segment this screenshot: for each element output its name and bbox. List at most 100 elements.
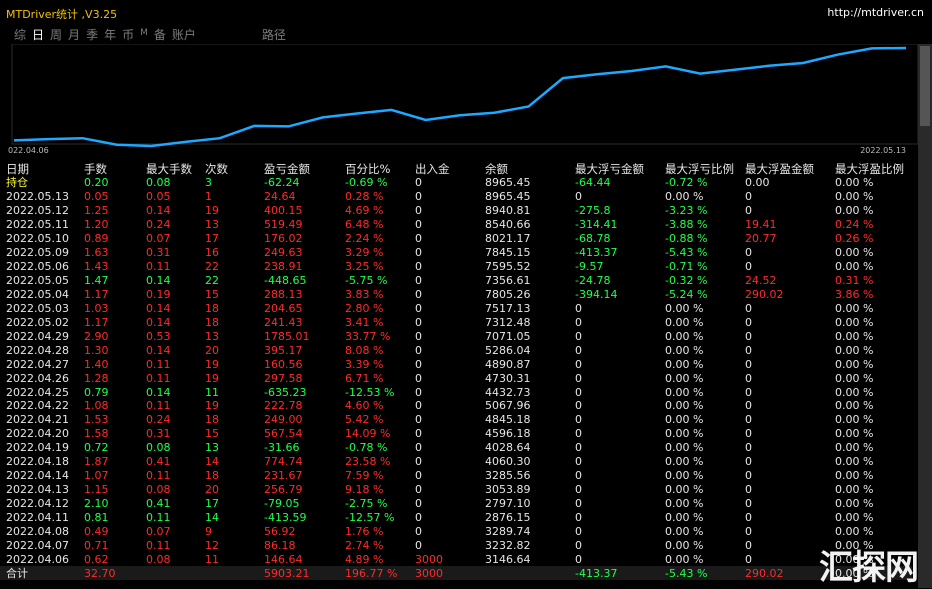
table-cell: 2022.04.08 [6, 524, 69, 538]
table-row[interactable]: 2022.05.03 1.03 0.14 18 204.65 2.80 % 0 7517.13… [0, 301, 912, 315]
table-row[interactable]: 2022.04.26 1.28 0.11 19 297.58 6.71 % 0 4730.31… [0, 371, 912, 385]
table-row[interactable]: 2022.05.13 0.05 0.05 1 24.64 0.28 % 0 8965.45 0 0… [0, 190, 912, 204]
app-url-link[interactable]: http://mtdriver.cn [827, 6, 924, 19]
table-cell: 0 [575, 524, 582, 538]
table-cell: -0.32 % [665, 274, 708, 288]
column-header[interactable]: 百分比% [345, 162, 391, 176]
table-cell: 33.77 % [345, 329, 391, 343]
table-cell: 1.03 [84, 301, 109, 315]
table-row[interactable]: 2022.04.28 1.30 0.14 20 395.17 8.08 % 0 5286.04… [0, 343, 912, 357]
table-cell: 0.72 [84, 441, 109, 455]
table-row[interactable]: 2022.04.20 1.58 0.31 15 567.54 14.09 % 0 4596.1… [0, 427, 912, 441]
table-cell: 5286.04 [485, 343, 531, 357]
table-cell: 0 [745, 510, 752, 524]
table-cell: 2.10 [84, 497, 109, 511]
table-row[interactable]: 2022.04.12 2.10 0.41 17 -79.05 -2.75 % 0 2797.1… [0, 497, 912, 511]
column-header[interactable]: 最大手数 [146, 162, 192, 176]
tab-1[interactable]: 日 [32, 28, 45, 42]
table-row[interactable]: 2022.04.08 0.49 0.07 9 56.92 1.76 % 0 3289.74 0 0… [0, 524, 912, 538]
table-row[interactable]: 2022.04.13 1.15 0.08 20 256.79 9.18 % 0 3053.89… [0, 483, 912, 497]
vertical-scrollbar[interactable] [918, 44, 932, 588]
table-row[interactable]: 2022.05.10 0.89 0.07 17 176.02 2.24 % 0 8021.17… [0, 232, 912, 246]
table-cell: 8540.66 [485, 218, 531, 232]
table-cell: -0.78 % [345, 441, 388, 455]
table-row[interactable]: 2022.05.04 1.17 0.19 15 288.13 3.83 % 0 7805.26… [0, 288, 912, 302]
tab-10[interactable]: 路径 [261, 28, 286, 42]
table-cell: 0 [415, 287, 422, 301]
table-cell: 2022.04.06 [6, 552, 69, 566]
column-header[interactable]: 最大浮盈比例 [835, 162, 904, 176]
column-header[interactable]: 最大浮亏比例 [665, 162, 734, 176]
table-cell: -635.23 [264, 385, 307, 399]
tab-9[interactable]: 账户 [171, 28, 196, 42]
table-row[interactable]: 2022.04.21 1.53 0.24 18 249.00 5.42 % 0 4845.18… [0, 413, 912, 427]
table-row[interactable]: 2022.04.29 2.90 0.53 13 1785.01 33.77 % 0 7071.… [0, 329, 912, 343]
table-cell: 19 [205, 357, 219, 371]
table-cell: 204.65 [264, 301, 303, 315]
table-row[interactable]: 2022.04.22 1.08 0.11 19 222.78 4.60 % 0 5067.96… [0, 399, 912, 413]
table-cell: 2022.04.13 [6, 483, 69, 497]
table-row[interactable]: 2022.04.11 0.81 0.11 14 -413.59 -12.57 % 0 2876… [0, 511, 912, 525]
tab-8[interactable]: 备 [153, 28, 166, 42]
tab-4[interactable]: 季 [86, 28, 99, 42]
table-row[interactable]: 2022.05.06 1.43 0.11 22 238.91 3.25 % 0 7595.52… [0, 260, 912, 274]
table-cell: 4596.18 [485, 427, 531, 441]
table-row[interactable]: 2022.04.18 1.87 0.41 14 774.74 23.58 % 0 4060.3… [0, 455, 912, 469]
table-cell: 0 [415, 413, 422, 427]
tab-3[interactable]: 月 [68, 28, 81, 42]
table-row[interactable]: 2022.05.02 1.17 0.14 18 241.43 3.41 % 0 7312.48… [0, 315, 912, 329]
column-header[interactable]: 最大浮亏金额 [575, 162, 644, 176]
table-cell: 0.14 [146, 343, 171, 357]
table-row[interactable]: 2022.05.11 1.20 0.24 13 519.49 6.48 % 0 8540.66… [0, 218, 912, 232]
table-row[interactable]: 持仓 0.20 0.08 3 -62.24 -0.69 % 0 8965.45 -64.44 -0… [0, 176, 912, 190]
table-row[interactable]: 2022.05.09 1.63 0.31 16 249.63 3.29 % 0 7845.15… [0, 246, 912, 260]
table-cell: 0.08 [146, 483, 171, 497]
table-cell: 222.78 [264, 399, 303, 413]
column-header[interactable]: 最大浮盈金额 [745, 162, 814, 176]
table-row[interactable]: 2022.04.14 1.07 0.11 18 231.67 7.59 % 0 3285.56… [0, 469, 912, 483]
table-cell: 0.11 [146, 510, 171, 524]
table-row[interactable]: 2022.04.25 0.79 0.14 11 -635.23 -12.53 % 0 4432… [0, 385, 912, 399]
table-cell: 8940.81 [485, 204, 531, 218]
tab-5[interactable]: 年 [104, 28, 117, 42]
scrollbar-thumb[interactable] [920, 46, 930, 126]
column-header[interactable]: 次数 [205, 162, 228, 176]
column-header[interactable]: 盈亏金额 [264, 162, 310, 176]
column-header[interactable]: 日期 [6, 162, 29, 176]
column-header[interactable]: 出入金 [415, 162, 450, 176]
table-cell: 0 [575, 385, 582, 399]
table-cell: 2.74 % [345, 538, 384, 552]
total-cell: 196.77 % [339, 566, 409, 581]
column-header[interactable]: 余额 [485, 162, 508, 176]
table-cell: 0 [745, 455, 752, 469]
total-row: 合计 32.70 5903.21 196.77 % 3000 -413.37 -5.43 %… [0, 566, 912, 581]
table-cell: 0.11 [146, 469, 171, 483]
table-cell: 3285.56 [485, 469, 531, 483]
table-row[interactable]: 2022.04.19 0.72 0.08 13 -31.66 -0.78 % 0 4028.6… [0, 441, 912, 455]
table-cell: 8965.45 [485, 190, 531, 204]
table-cell: -314.41 [575, 218, 618, 232]
table-cell: 400.15 [264, 204, 303, 218]
table-row[interactable]: 2022.04.07 0.71 0.11 12 86.18 2.74 % 0 3232.82 0… [0, 538, 912, 552]
table-cell: 18 [205, 315, 219, 329]
tab-0[interactable]: 综 [14, 28, 27, 42]
table-row[interactable]: 2022.05.12 1.25 0.14 19 400.15 4.69 % 0 8940.81… [0, 204, 912, 218]
table-row[interactable]: 2022.04.06 0.62 0.08 11 146.64 4.89 % 3000 3146… [0, 552, 912, 566]
column-header[interactable]: 手数 [84, 162, 107, 176]
table-cell: 0 [575, 483, 582, 497]
table-cell: 7.59 % [345, 469, 384, 483]
table-cell: 0.00 % [835, 260, 874, 274]
table-cell: 0.00 % [835, 497, 874, 511]
table-row[interactable]: 2022.04.27 1.40 0.11 19 160.56 3.39 % 0 4890.87… [0, 357, 912, 371]
table-cell: -79.05 [264, 497, 300, 511]
tab-6[interactable]: 币 [122, 28, 135, 42]
table-cell: 13 [205, 218, 219, 232]
table-cell: 0.89 [84, 232, 109, 246]
table-row[interactable]: 2022.05.05 1.47 0.14 22 -448.65 -5.75 % 0 7356.… [0, 274, 912, 288]
table-cell: 7312.48 [485, 315, 531, 329]
tab-7[interactable]: M [140, 28, 148, 38]
table-cell: 0 [415, 455, 422, 469]
tab-2[interactable]: 周 [50, 28, 63, 42]
table-cell: 0 [415, 301, 422, 315]
table-cell: 2022.05.11 [6, 218, 69, 232]
